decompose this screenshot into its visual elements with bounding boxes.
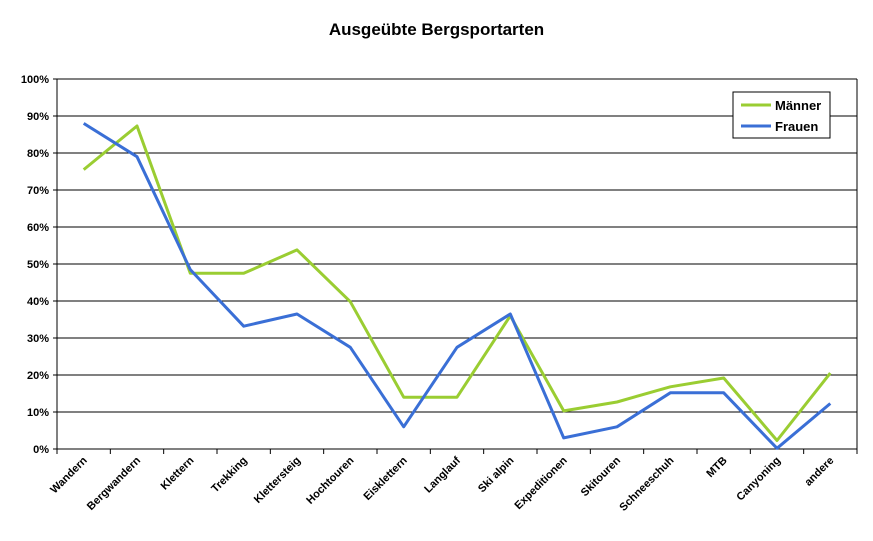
y-tick-label: 30% xyxy=(27,333,49,345)
y-tick-label: 70% xyxy=(27,185,49,197)
x-tick-label: Klettern xyxy=(159,454,197,492)
x-tick-label: Klettersteig xyxy=(252,455,303,506)
y-axis-ticks: 0% 10% 20% 30% 40% 50% 60% 70% 80% 90% 100% xyxy=(21,74,57,456)
y-tick-label: 60% xyxy=(27,222,49,234)
y-tick-label: 50% xyxy=(27,259,49,271)
x-tick-label: Trekking xyxy=(209,455,249,495)
x-tick-label: Wandern xyxy=(48,454,90,496)
x-tick-label: andere xyxy=(802,455,836,489)
x-tick-label: Skitouren xyxy=(579,454,624,499)
y-tick-label: 10% xyxy=(27,407,49,419)
y-tick-label: 20% xyxy=(27,370,49,382)
x-tick-label: Expeditionen xyxy=(512,454,570,512)
series-line-1 xyxy=(82,124,832,442)
y-tick-label: 100% xyxy=(21,74,49,86)
y-tick-label: 0% xyxy=(33,444,49,456)
y-tick-label: 90% xyxy=(27,111,49,123)
legend-label: Frauen xyxy=(775,119,818,134)
x-tick-label: Langlauf xyxy=(422,454,463,495)
x-tick-label: MTB xyxy=(704,455,729,480)
legend-label: Männer xyxy=(775,98,821,113)
y-tick-label: 40% xyxy=(27,296,49,308)
chart-title: Ausgeübte Bergsportarten xyxy=(328,20,545,39)
x-tick-label: Eisklettern xyxy=(362,454,410,502)
y-tick-label: 80% xyxy=(27,148,49,160)
grid-lines xyxy=(56,78,858,450)
series-line-2 xyxy=(82,122,832,450)
x-tick-label: Canyoning xyxy=(734,455,783,504)
series-lines xyxy=(82,122,832,450)
x-tick-label: Bergwandern xyxy=(85,454,143,512)
x-tick-label: Ski alpin xyxy=(476,454,517,495)
legend-box xyxy=(732,91,831,139)
x-tick-label: Schneeschuh xyxy=(617,454,676,513)
x-tick-label: Hochtouren xyxy=(304,454,356,506)
legend: Männer Frauen xyxy=(732,91,831,139)
